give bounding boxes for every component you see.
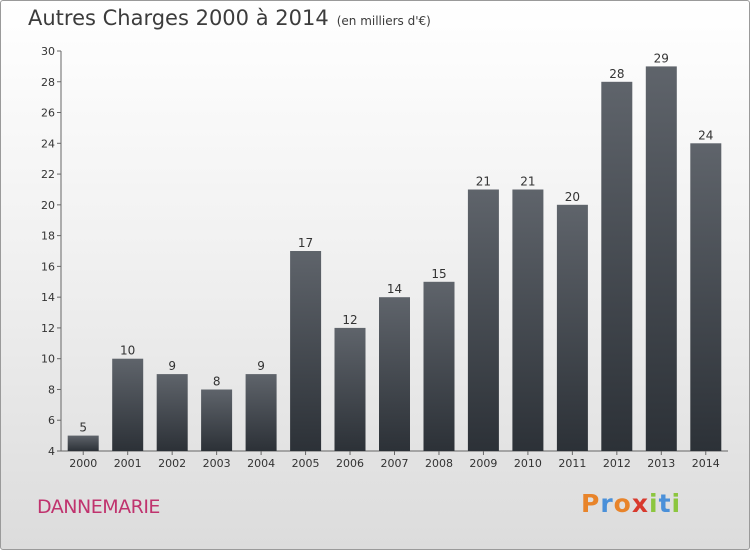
bar bbox=[245, 374, 277, 451]
x-tick-label: 2002 bbox=[158, 457, 186, 470]
bar bbox=[67, 435, 99, 451]
x-tick-label: 2003 bbox=[203, 457, 231, 470]
bar bbox=[201, 389, 233, 451]
x-tick-label: 2011 bbox=[558, 457, 586, 470]
value-label: 8 bbox=[213, 374, 221, 388]
y-tick-label: 20 bbox=[41, 199, 55, 212]
x-tick-label: 2010 bbox=[514, 457, 542, 470]
proxiti-logo: Proxiti bbox=[581, 489, 691, 523]
y-tick-label: 30 bbox=[41, 45, 55, 58]
x-tick-label: 2012 bbox=[603, 457, 631, 470]
y-tick-label: 10 bbox=[41, 353, 55, 366]
value-label: 12 bbox=[342, 313, 357, 327]
logo-letter: i bbox=[671, 489, 682, 518]
bar bbox=[423, 281, 455, 451]
bar bbox=[156, 374, 188, 451]
y-tick-label: 16 bbox=[41, 260, 55, 273]
value-label: 21 bbox=[476, 174, 491, 188]
logo-letter: x bbox=[631, 489, 649, 518]
value-label: 5 bbox=[79, 421, 87, 435]
value-label: 28 bbox=[609, 67, 624, 81]
bar bbox=[601, 81, 633, 452]
value-label: 20 bbox=[565, 190, 580, 204]
y-tick-label: 24 bbox=[41, 137, 55, 150]
chart-title: Autres Charges 2000 à 2014 (en milliers d… bbox=[28, 6, 431, 30]
x-tick-label: 2000 bbox=[69, 457, 97, 470]
x-tick-label: 2008 bbox=[425, 457, 453, 470]
y-tick-label: 14 bbox=[41, 291, 55, 304]
y-tick-label: 12 bbox=[41, 322, 55, 335]
x-tick-label: 2001 bbox=[114, 457, 142, 470]
value-label: 17 bbox=[298, 236, 313, 250]
y-tick-label: 18 bbox=[41, 230, 55, 243]
value-label: 24 bbox=[698, 128, 713, 142]
x-tick-label: 2014 bbox=[692, 457, 720, 470]
y-tick-label: 28 bbox=[41, 76, 55, 89]
bar bbox=[690, 143, 722, 452]
y-tick-label: 8 bbox=[48, 383, 55, 396]
value-label: 10 bbox=[120, 344, 135, 358]
value-label: 9 bbox=[257, 359, 265, 373]
value-label: 14 bbox=[387, 282, 402, 296]
bar bbox=[512, 189, 544, 451]
chart-unit: (en milliers d'€) bbox=[336, 14, 431, 28]
x-tick-label: 2005 bbox=[292, 457, 320, 470]
value-labels: 5 10 9 8 9 17 12 14 15 21 21 20 28 29 24 bbox=[79, 51, 713, 434]
x-tick-label: 2009 bbox=[469, 457, 497, 470]
bar bbox=[334, 327, 366, 451]
value-label: 9 bbox=[168, 359, 176, 373]
bar bbox=[467, 189, 499, 451]
x-tick-label: 2004 bbox=[247, 457, 275, 470]
bar bbox=[112, 358, 144, 451]
bars bbox=[67, 66, 722, 452]
logo-text: Proxiti bbox=[581, 489, 681, 518]
x-tick-label: 2006 bbox=[336, 457, 364, 470]
y-tick-label: 6 bbox=[48, 414, 55, 427]
x-tick-label: 2013 bbox=[647, 457, 675, 470]
logo-letter: t bbox=[658, 489, 672, 518]
commune-name: DANNEMARIE bbox=[37, 496, 160, 518]
y-tick-label: 4 bbox=[48, 445, 55, 458]
bar bbox=[379, 297, 410, 451]
value-label: 21 bbox=[520, 174, 535, 188]
value-label: 29 bbox=[654, 51, 669, 65]
chart-title-text: Autres Charges 2000 à 2014 bbox=[28, 6, 329, 30]
x-tick-label: 2007 bbox=[381, 457, 409, 470]
logo-letter: r bbox=[600, 489, 614, 518]
logo-letter: o bbox=[613, 489, 632, 518]
y-tick-label: 26 bbox=[41, 107, 55, 120]
value-label: 15 bbox=[431, 267, 446, 281]
bar bbox=[290, 251, 322, 451]
bar bbox=[645, 66, 677, 452]
logo-letter: P bbox=[581, 489, 601, 518]
y-tick-label: 22 bbox=[41, 168, 55, 181]
logo-letter: i bbox=[649, 489, 659, 518]
axes: 4 6 8 10 12 14 16 18 20 22 24 26 28 30 2000 2001 2002 200… bbox=[41, 45, 728, 470]
bar bbox=[556, 204, 588, 451]
